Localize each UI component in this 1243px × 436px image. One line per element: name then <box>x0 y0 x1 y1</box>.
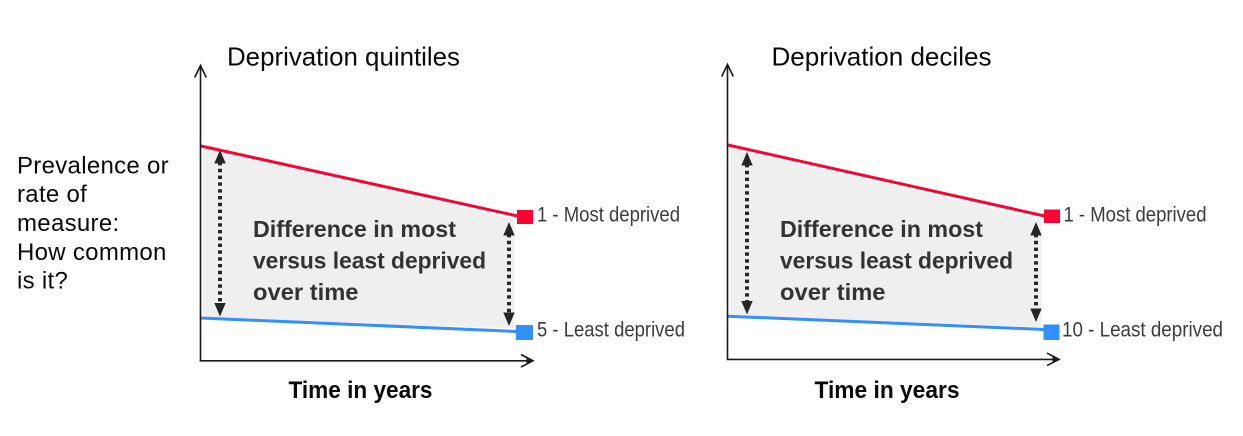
svg-text:Time in years: Time in years <box>815 377 960 404</box>
svg-text:5 - Least deprived: 5 - Least deprived <box>537 319 685 342</box>
svg-text:measure:: measure: <box>17 210 119 237</box>
svg-text:Prevalence or: Prevalence or <box>17 152 169 179</box>
svg-text:Difference in most: Difference in most <box>253 216 456 242</box>
svg-text:versus least deprived: versus least deprived <box>253 247 486 273</box>
svg-text:versus least deprived: versus least deprived <box>780 247 1013 273</box>
svg-text:Time in years: Time in years <box>289 377 433 404</box>
svg-text:Deprivation deciles: Deprivation deciles <box>772 42 992 72</box>
svg-text:Deprivation quintiles: Deprivation quintiles <box>227 42 460 72</box>
svg-text:How common: How common <box>17 239 167 266</box>
svg-text:rate of: rate of <box>17 181 87 208</box>
svg-text:is it?: is it? <box>17 268 68 295</box>
svg-text:10 - Least deprived: 10 - Least deprived <box>1062 319 1223 342</box>
svg-text:over time: over time <box>780 279 886 305</box>
svg-text:Difference in most: Difference in most <box>780 216 983 242</box>
svg-text:over time: over time <box>253 279 359 305</box>
svg-text:1 - Most deprived: 1 - Most deprived <box>1064 204 1207 227</box>
svg-text:1 - Most deprived: 1 - Most deprived <box>537 204 680 227</box>
